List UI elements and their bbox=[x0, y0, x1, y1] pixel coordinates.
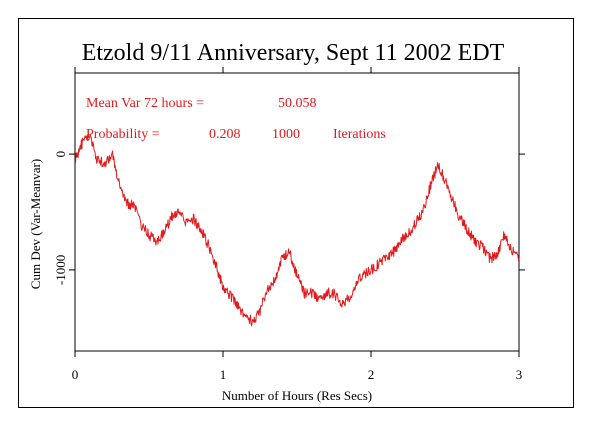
y-ticks: 0 -1000 bbox=[53, 151, 525, 285]
probability-label: Probability = bbox=[86, 127, 160, 142]
x-tick-label: 2 bbox=[368, 367, 375, 382]
x-ticks: 0 1 2 3 bbox=[72, 67, 523, 382]
chart-frame bbox=[18, 18, 574, 408]
y-tick-label: -1000 bbox=[53, 255, 68, 285]
iterations-count: 1000 bbox=[272, 127, 300, 142]
x-tick-label: 3 bbox=[516, 367, 523, 382]
probability-value: 0.208 bbox=[209, 127, 241, 142]
annotation-box: Mean Var 72 hours = 50.058 Probability =… bbox=[86, 96, 386, 142]
mean-var-value: 50.058 bbox=[278, 96, 317, 111]
x-tick-label: 0 bbox=[72, 367, 79, 382]
x-tick-label: 1 bbox=[220, 367, 227, 382]
series-layer bbox=[74, 134, 520, 327]
mean-var-label: Mean Var 72 hours = bbox=[86, 96, 204, 111]
y-axis-label: Cum Dev (Var-Meanvar) bbox=[28, 159, 43, 289]
plot-frame bbox=[74, 72, 520, 352]
y-tick-label: 0 bbox=[53, 151, 68, 158]
chart-title: Etzold 9/11 Anniversary, Sept 11 2002 ED… bbox=[82, 40, 505, 66]
x-axis-label: Number of Hours (Res Secs) bbox=[222, 388, 372, 403]
series-line-cum-dev bbox=[74, 134, 520, 327]
iterations-label: Iterations bbox=[333, 127, 386, 142]
